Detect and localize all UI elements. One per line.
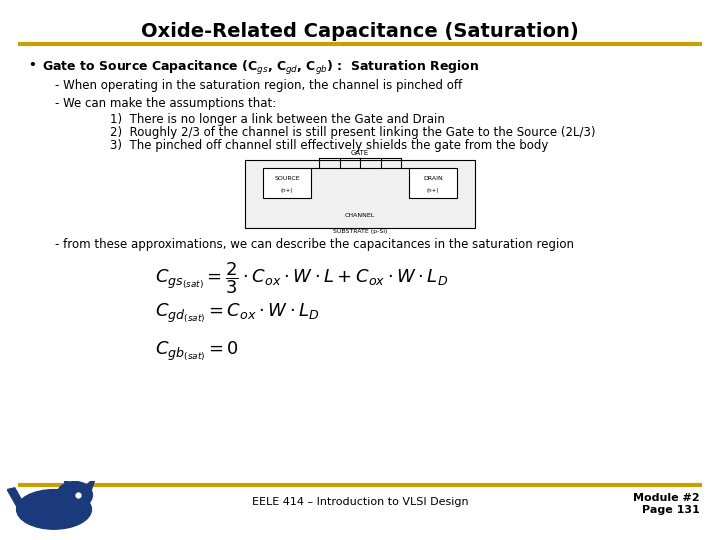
Ellipse shape bbox=[57, 482, 92, 509]
Text: Gate to Source Capacitance (C$_{gs}$, C$_{gd}$, C$_{gb}$) :  Saturation Region: Gate to Source Capacitance (C$_{gs}$, C$… bbox=[42, 59, 480, 77]
Text: SUBSTRATE (p-Si): SUBSTRATE (p-Si) bbox=[333, 229, 387, 234]
Bar bbox=[263, 168, 311, 198]
Text: •: • bbox=[28, 59, 36, 72]
Polygon shape bbox=[63, 474, 73, 490]
Ellipse shape bbox=[17, 490, 91, 529]
Text: CHANNEL: CHANNEL bbox=[345, 213, 375, 218]
Text: EELE 414 – Introduction to VLSI Design: EELE 414 – Introduction to VLSI Design bbox=[252, 497, 468, 507]
Text: Page 131: Page 131 bbox=[642, 505, 700, 515]
Text: 3)  The pinched off channel still effectively shields the gate from the body: 3) The pinched off channel still effecti… bbox=[110, 139, 549, 152]
Text: SOURCE: SOURCE bbox=[274, 176, 300, 181]
Text: (n+): (n+) bbox=[427, 188, 439, 193]
Text: (n+): (n+) bbox=[281, 188, 293, 193]
Text: $C_{gs_{(sat)}} = \dfrac{2}{3} \cdot C_{ox} \cdot W \cdot L + C_{ox} \cdot W \cd: $C_{gs_{(sat)}} = \dfrac{2}{3} \cdot C_{… bbox=[155, 260, 448, 295]
Bar bbox=[409, 168, 457, 198]
Text: - When operating in the saturation region, the channel is pinched off: - When operating in the saturation regio… bbox=[55, 79, 462, 92]
Text: $C_{gb_{(sat)}} = 0$: $C_{gb_{(sat)}} = 0$ bbox=[155, 340, 239, 363]
Text: Oxide-Related Capacitance (Saturation): Oxide-Related Capacitance (Saturation) bbox=[141, 22, 579, 41]
Text: 1)  There is no longer a link between the Gate and Drain: 1) There is no longer a link between the… bbox=[110, 113, 445, 126]
Polygon shape bbox=[7, 488, 26, 509]
Text: DRAIN: DRAIN bbox=[423, 176, 443, 181]
Polygon shape bbox=[84, 476, 96, 495]
Text: $C_{gd_{(sat)}} = C_{ox} \cdot W \cdot L_D$: $C_{gd_{(sat)}} = C_{ox} \cdot W \cdot L… bbox=[155, 302, 320, 325]
Bar bbox=[245, 160, 475, 228]
Text: - from these approximations, we can describe the capacitances in the saturation : - from these approximations, we can desc… bbox=[55, 238, 574, 251]
Text: 2)  Roughly 2/3 of the channel is still present linking the Gate to the Source (: 2) Roughly 2/3 of the channel is still p… bbox=[110, 126, 595, 139]
Text: Module #2: Module #2 bbox=[634, 493, 700, 503]
Text: - We can make the assumptions that:: - We can make the assumptions that: bbox=[55, 97, 276, 110]
Text: GATE: GATE bbox=[351, 150, 369, 156]
